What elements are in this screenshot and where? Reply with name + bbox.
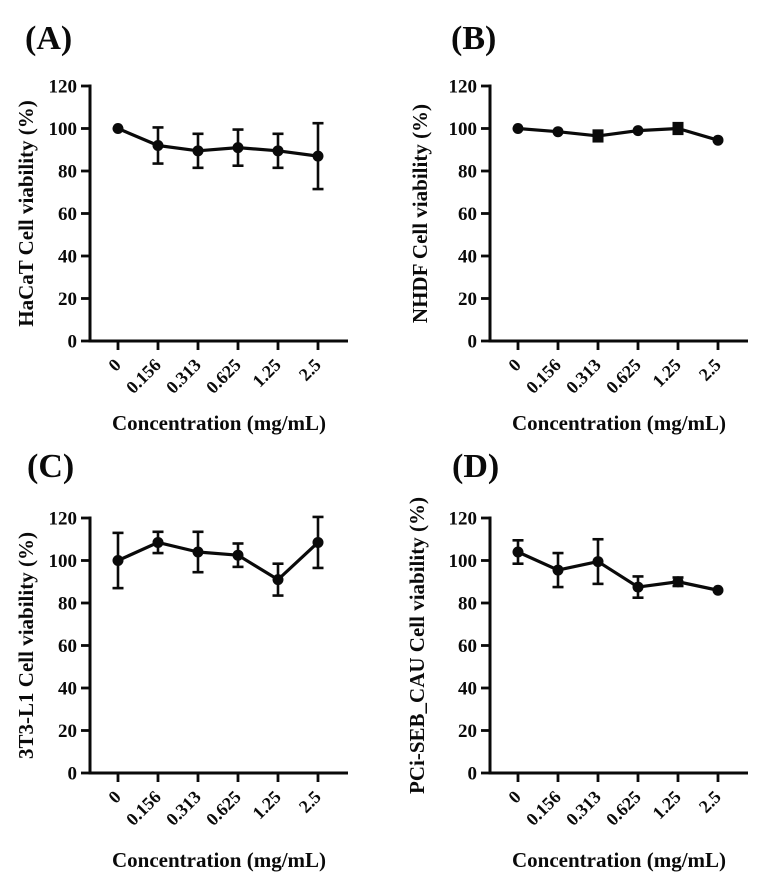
y-tick-label: 120: [49, 77, 78, 98]
series-line: [517, 126, 719, 142]
y-axis-title: NHDF Cell viability (%): [408, 104, 432, 323]
data-point-marker: [232, 142, 244, 154]
x-tick-label: 0.313: [162, 787, 205, 830]
series-line: [517, 550, 719, 592]
x-tick-label: 0.156: [522, 355, 565, 398]
y-tick-label: 0: [68, 764, 78, 785]
data-point-marker: [312, 536, 324, 548]
y-tick-label: 60: [58, 636, 77, 657]
y-tick-label: 100: [449, 119, 478, 140]
x-tick-label: 0.625: [202, 355, 245, 398]
data-point-marker: [712, 584, 724, 596]
x-tick-label: 0: [504, 787, 525, 808]
y-tick-label: 0: [68, 332, 78, 353]
data-point-marker-square: [592, 130, 604, 142]
series-line: [117, 540, 320, 582]
x-tick-label: 2.5: [295, 787, 325, 817]
data-point-marker: [672, 576, 684, 588]
y-tick-label: 20: [58, 721, 77, 742]
data-point-marker: [552, 126, 564, 138]
y-axis-title: 3T3-L1 Cell viability (%): [14, 532, 38, 759]
panel-label: (A): [25, 20, 72, 57]
data-point-marker: [272, 145, 284, 157]
x-tick-label: 0.313: [162, 355, 205, 398]
x-tick-label: 0.625: [202, 787, 245, 830]
y-tick-label: 60: [58, 204, 77, 225]
y-tick-label: 80: [458, 162, 477, 183]
y-tick-label: 0: [468, 332, 478, 353]
y-tick-label: 100: [49, 119, 78, 140]
y-tick-label: 40: [458, 247, 477, 268]
x-tick-label: 0.156: [122, 787, 165, 830]
x-tick-label: 0: [104, 787, 125, 808]
data-point-marker: [512, 123, 524, 134]
x-tick-label: 1.25: [648, 355, 684, 391]
data-point-marker: [152, 536, 164, 548]
data-point-marker: [232, 549, 244, 561]
x-axis-title: Concentration (mg/mL): [112, 848, 326, 872]
x-tick-label: 2.5: [695, 787, 725, 817]
x-tick-label: 2.5: [295, 355, 325, 385]
data-point-marker-square: [672, 123, 684, 134]
panel-label: (C): [27, 448, 74, 485]
x-axis-title: Concentration (mg/mL): [512, 848, 726, 872]
panel-label: (B): [451, 20, 496, 57]
x-tick-label: 0: [104, 355, 125, 376]
x-tick-label: 2.5: [695, 355, 725, 385]
y-tick-label: 100: [49, 551, 78, 572]
data-point-marker: [192, 145, 204, 157]
data-point-marker: [512, 546, 524, 558]
y-tick-label: 60: [458, 204, 477, 225]
y-tick-label: 40: [58, 679, 77, 700]
y-tick-label: 60: [458, 636, 477, 657]
y-tick-label: 20: [58, 289, 77, 310]
y-tick-label: 80: [458, 594, 477, 615]
data-point-marker: [112, 555, 124, 566]
x-tick-label: 0.156: [122, 355, 165, 398]
y-tick-label: 80: [58, 162, 77, 183]
data-point-marker: [312, 150, 324, 162]
y-tick-label: 40: [58, 247, 77, 268]
data-point-marker: [192, 546, 204, 558]
data-point-marker: [592, 556, 604, 568]
x-tick-label: 1.25: [248, 787, 284, 823]
data-point-marker: [112, 123, 124, 134]
series-line: [117, 127, 319, 158]
y-tick-label: 40: [458, 679, 477, 700]
x-tick-label: 0.313: [562, 787, 605, 830]
x-axis-title: Concentration (mg/mL): [112, 411, 326, 435]
y-tick-label: 0: [468, 764, 478, 785]
y-tick-label: 100: [449, 551, 478, 572]
data-point-marker: [272, 574, 284, 586]
y-tick-label: 20: [458, 289, 477, 310]
x-tick-label: 0.313: [562, 355, 605, 398]
x-tick-label: 0: [504, 355, 525, 376]
panel-label: (D): [452, 448, 499, 485]
x-tick-label: 0.625: [602, 787, 645, 830]
y-tick-label: 120: [449, 509, 478, 530]
x-axis-title: Concentration (mg/mL): [512, 411, 726, 435]
data-point-marker: [712, 134, 724, 146]
x-tick-label: 0.625: [602, 355, 645, 398]
x-tick-label: 0.156: [522, 787, 565, 830]
data-point-marker: [552, 564, 564, 576]
x-tick-label: 1.25: [248, 355, 284, 391]
y-axis-title: PCi-SEB_CAU Cell viability (%): [405, 497, 429, 794]
y-axis-title: HaCaT Cell viability (%): [14, 100, 38, 327]
data-point-marker: [632, 125, 644, 137]
data-point-marker: [152, 140, 164, 151]
y-tick-label: 120: [449, 77, 478, 98]
y-tick-label: 120: [49, 509, 78, 530]
y-tick-label: 20: [458, 721, 477, 742]
x-tick-label: 1.25: [648, 787, 684, 823]
data-point-marker: [632, 581, 644, 593]
y-tick-label: 80: [58, 594, 77, 615]
